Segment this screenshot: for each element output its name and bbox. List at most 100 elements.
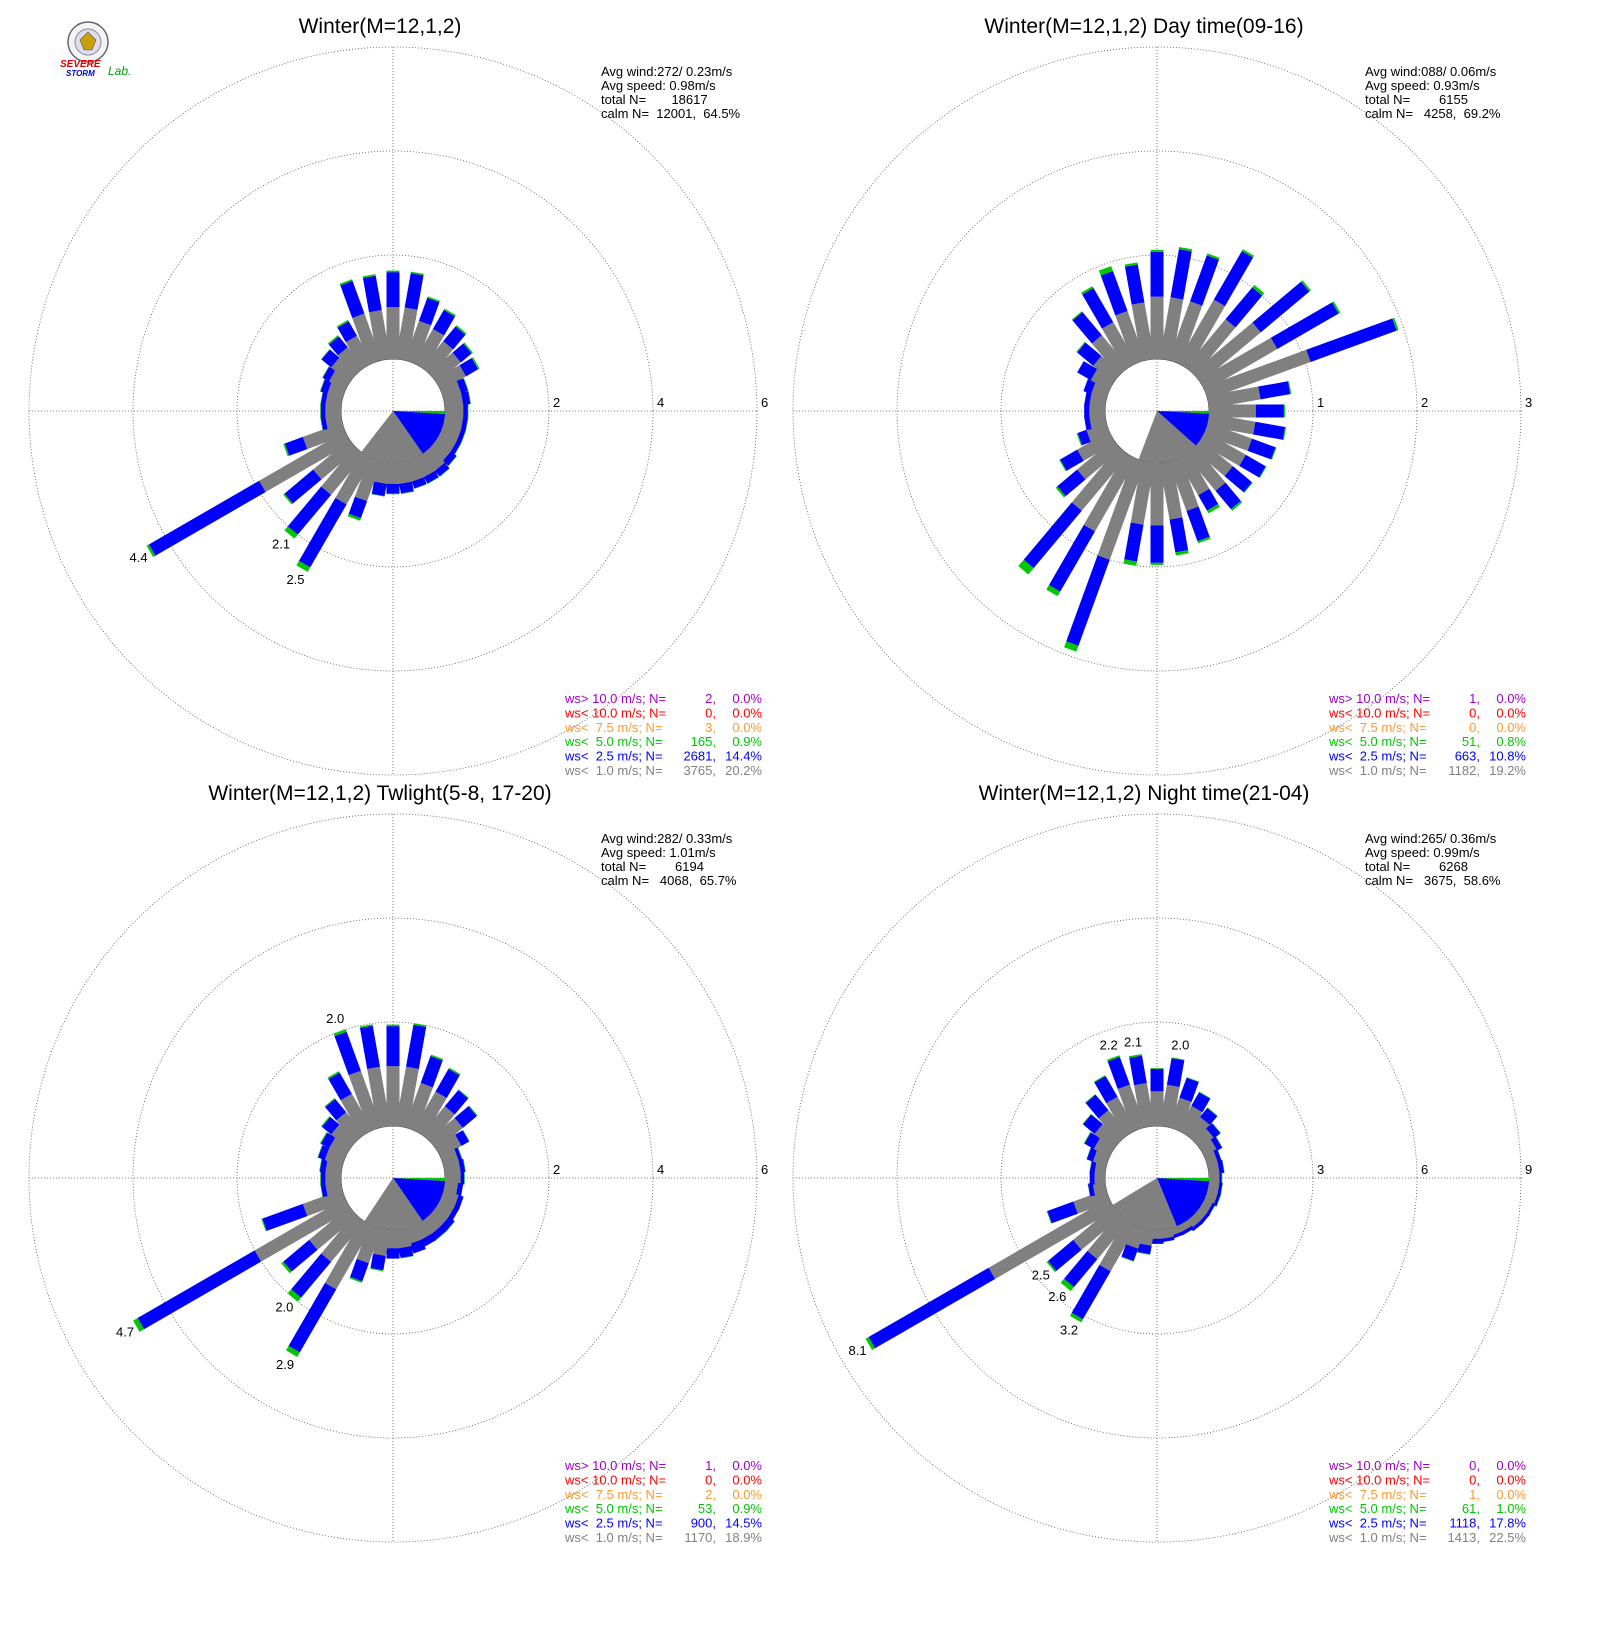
bar-segment xyxy=(1252,281,1310,333)
bar-segment xyxy=(1100,270,1128,316)
bar-total-label: 8.1 xyxy=(848,1343,866,1358)
bar-segment xyxy=(395,1066,419,1128)
direction-bar xyxy=(349,1224,382,1283)
bar-segment xyxy=(456,378,469,394)
bar-segment xyxy=(1177,452,1210,496)
bar-segment xyxy=(1168,1097,1192,1132)
bar-segment xyxy=(261,1218,267,1232)
legend-percent: 0.0% xyxy=(732,1458,762,1473)
bar-segment xyxy=(1283,404,1285,418)
bar-segment xyxy=(322,366,336,382)
chart-title: Winter(M=12,1,2) Night time(21-04) xyxy=(979,782,1310,805)
bar-segment xyxy=(1091,335,1129,376)
bar-segment xyxy=(1168,301,1203,365)
bar-segment xyxy=(1082,1113,1092,1125)
stat-text: Avg wind:265/ 0.36m/s xyxy=(1365,831,1497,846)
bar-segment xyxy=(1192,1128,1215,1150)
bar-segment xyxy=(336,319,349,328)
bar-segment xyxy=(398,1246,414,1258)
legend-percent: 19.2% xyxy=(1489,763,1526,778)
bar-segment xyxy=(1198,431,1246,467)
bar-segment xyxy=(471,357,480,370)
bar-segment xyxy=(468,1105,478,1117)
bar-segment xyxy=(459,358,479,377)
bar-segment xyxy=(1209,404,1256,418)
bar-segment xyxy=(1241,249,1255,258)
bar-segment xyxy=(319,1158,328,1173)
bar-segment xyxy=(1178,247,1193,252)
bar-segment xyxy=(421,1233,437,1247)
bar-segment xyxy=(325,1171,342,1185)
bar-segment xyxy=(362,275,382,313)
bar-segment xyxy=(1150,1068,1164,1069)
direction-bar xyxy=(1203,422,1277,460)
direction-bar xyxy=(428,1206,455,1232)
legend-percent: 0.9% xyxy=(732,734,762,749)
legend-count: 3, xyxy=(705,720,716,735)
grid-circle xyxy=(896,150,1418,672)
bar-segment xyxy=(285,1345,300,1357)
bar-segment xyxy=(345,335,373,370)
bar-segment xyxy=(1179,1077,1199,1103)
direction-bar xyxy=(321,1116,358,1150)
direction-bar xyxy=(434,357,480,391)
direction-bar xyxy=(865,1198,1116,1351)
bar-segment xyxy=(1212,1122,1221,1134)
direction-bar xyxy=(395,1023,427,1128)
direction-bar xyxy=(320,413,343,431)
bar-segment xyxy=(1090,368,1116,391)
legend-label: ws> 10.0 m/s; N= xyxy=(564,1458,666,1473)
logo-star xyxy=(79,31,97,51)
bar-segment xyxy=(428,1117,463,1150)
bar-segment xyxy=(420,1056,443,1088)
direction-bar xyxy=(1018,446,1129,575)
bar-segment xyxy=(421,446,445,471)
bar-segment xyxy=(1191,1220,1204,1232)
bar-segment xyxy=(1222,1159,1225,1173)
bar-segment xyxy=(1213,1149,1222,1163)
bar-segment xyxy=(1094,1123,1122,1150)
direction-bar xyxy=(324,1098,365,1143)
bar-segment xyxy=(284,526,298,539)
bar-total-label: 2.0 xyxy=(1171,1038,1189,1053)
r-tick-label: 4 xyxy=(657,1162,664,1177)
direction-bar xyxy=(133,1198,352,1332)
bar-segment xyxy=(1190,255,1219,306)
bar-segment xyxy=(327,1071,340,1080)
bar-segment xyxy=(1097,457,1146,560)
bar-segment xyxy=(1301,280,1311,292)
bar-segment xyxy=(428,439,451,462)
direction-bar xyxy=(320,404,342,418)
bar-segment xyxy=(1125,1224,1146,1249)
direction-bar xyxy=(1150,1230,1164,1244)
bar-segment xyxy=(386,270,400,273)
bar-segment xyxy=(302,1189,347,1217)
legend-label: ws> 10.0 m/s; N= xyxy=(564,691,666,706)
bar-segment xyxy=(404,457,425,482)
stat-text: calm N= 12001, 64.5% xyxy=(601,106,741,121)
stat-text: total N= 6268 xyxy=(1365,859,1468,874)
legend-label: ws> 10.0 m/s; N= xyxy=(1328,1458,1430,1473)
bar-segment xyxy=(1208,1204,1216,1216)
bar-segment xyxy=(386,307,400,359)
bar-segment xyxy=(321,446,365,495)
bar-segment xyxy=(465,417,469,431)
stat-text: total N= 18617 xyxy=(601,92,708,107)
direction-bar xyxy=(1177,452,1220,514)
direction-bar xyxy=(1082,1113,1122,1150)
direction-bar xyxy=(444,404,469,418)
bar-segment xyxy=(410,1239,426,1254)
bar-total-label: 2.6 xyxy=(1048,1289,1066,1304)
direction-bar xyxy=(281,1206,358,1274)
legend-label: ws< 10.0 m/s; N= xyxy=(564,1472,666,1487)
bar-segment xyxy=(461,430,467,443)
direction-bar xyxy=(1055,439,1122,498)
bar-segment xyxy=(1169,517,1189,553)
bar-segment xyxy=(1089,413,1107,430)
bar-segment xyxy=(386,1026,400,1067)
bar-segment xyxy=(1199,1107,1218,1126)
bar-total-label: 4.4 xyxy=(130,550,148,565)
bar-segment xyxy=(324,1219,373,1290)
bar-segment xyxy=(1243,482,1253,493)
bar-segment xyxy=(352,313,382,365)
